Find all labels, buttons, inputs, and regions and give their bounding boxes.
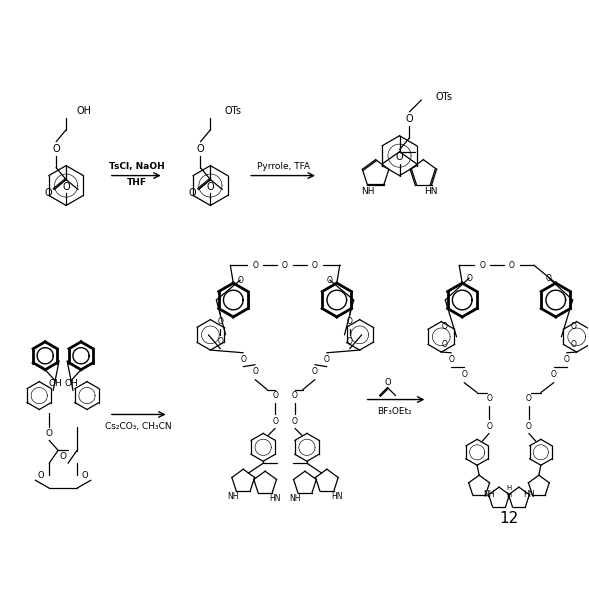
Text: OH: OH (64, 379, 78, 388)
Text: O: O (272, 391, 278, 400)
Text: O: O (207, 182, 214, 191)
Text: O: O (571, 323, 577, 331)
Text: O: O (347, 337, 353, 346)
Text: NH: NH (361, 187, 375, 196)
Text: O: O (466, 273, 472, 282)
Text: NH: NH (484, 489, 495, 498)
Text: O: O (486, 394, 492, 403)
Text: O: O (486, 422, 492, 431)
Text: OTs: OTs (224, 106, 241, 116)
Text: Pyrrole, TFA: Pyrrole, TFA (257, 162, 310, 171)
Text: O: O (188, 188, 196, 199)
Text: O: O (38, 471, 45, 480)
Text: O: O (327, 276, 333, 285)
Text: O: O (46, 429, 52, 438)
Text: O: O (396, 152, 403, 162)
Text: O: O (347, 317, 353, 326)
Text: O: O (526, 394, 532, 403)
Text: O: O (551, 370, 557, 379)
Text: OH: OH (48, 379, 62, 388)
Text: THF: THF (127, 178, 147, 187)
Text: O: O (217, 317, 223, 326)
Text: 12: 12 (499, 512, 518, 527)
Text: O: O (564, 355, 570, 364)
Text: TsCl, NaOH: TsCl, NaOH (109, 162, 164, 171)
Text: O: O (52, 144, 60, 154)
Text: OTs: OTs (435, 92, 452, 102)
Text: NH: NH (289, 494, 301, 503)
Text: O: O (237, 276, 243, 285)
Text: O: O (59, 452, 67, 461)
Text: O: O (479, 261, 485, 270)
Text: O: O (62, 182, 70, 191)
Text: O: O (526, 422, 532, 431)
Text: O: O (324, 355, 330, 364)
Text: O: O (252, 261, 258, 270)
Text: O: O (448, 355, 454, 364)
Text: O: O (406, 114, 413, 124)
Text: O: O (546, 273, 552, 282)
Text: O: O (509, 261, 515, 270)
Text: O: O (240, 355, 246, 364)
Text: HN: HN (523, 489, 535, 498)
Text: BF₃OEt₂: BF₃OEt₂ (377, 407, 412, 416)
Text: HN: HN (425, 187, 438, 196)
Text: OH: OH (76, 106, 91, 116)
Text: O: O (384, 378, 391, 387)
Text: NH: NH (227, 492, 239, 501)
Text: HN: HN (269, 494, 281, 503)
Text: O: O (252, 367, 258, 376)
Text: O: O (461, 370, 467, 379)
Text: O: O (571, 340, 577, 349)
Text: O: O (292, 417, 298, 426)
Text: O: O (312, 261, 318, 270)
Text: H
H: H H (507, 485, 512, 498)
Text: O: O (292, 391, 298, 400)
Text: O: O (272, 417, 278, 426)
Text: Cs₂CO₃, CH₃CN: Cs₂CO₃, CH₃CN (105, 422, 172, 431)
Text: O: O (44, 188, 52, 199)
Text: HN: HN (331, 492, 343, 501)
Text: O: O (197, 144, 204, 154)
Text: O: O (82, 471, 88, 480)
Text: O: O (441, 323, 447, 331)
Text: O: O (441, 340, 447, 349)
Text: O: O (312, 367, 318, 376)
Text: O: O (217, 337, 223, 346)
Text: O: O (282, 261, 288, 270)
